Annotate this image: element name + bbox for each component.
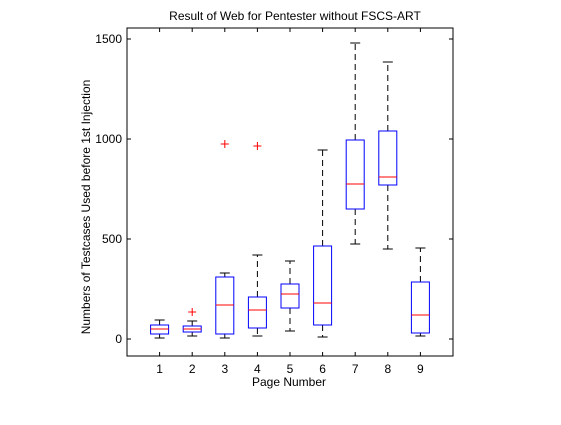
x-tick-label: 9 — [417, 362, 424, 376]
outlier-marker — [220, 140, 229, 148]
iqr-box — [280, 283, 300, 309]
plot-area: 0 500 1000 1500 1 2 3 4 5 6 7 8 9 — [95, 27, 454, 376]
y-axis-label: Numbers of Testcases Used before 1st Inj… — [79, 80, 93, 335]
outlier-marker — [188, 308, 197, 316]
y-tick-label: 1000 — [95, 132, 122, 146]
iqr-box — [345, 139, 365, 210]
x-axis-label: Page Number — [252, 375, 326, 389]
iqr-box — [410, 281, 430, 334]
outlier-marker — [253, 142, 262, 150]
iqr-box — [313, 245, 333, 326]
iqr-box — [247, 296, 267, 329]
y-tick-label: 1500 — [95, 32, 122, 46]
x-tick-label: 1 — [156, 362, 163, 376]
y-tick-label: 500 — [102, 232, 122, 246]
chart-title: Result of Web for Pentester without FSCS… — [169, 9, 421, 23]
y-tick-label: 0 — [115, 332, 122, 346]
axes-frame — [126, 27, 454, 357]
x-tick-label: 8 — [384, 362, 391, 376]
x-tick-label: 7 — [352, 362, 359, 376]
x-tick-label: 2 — [189, 362, 196, 376]
x-tick-label: 6 — [319, 362, 326, 376]
x-tick-label: 5 — [287, 362, 294, 376]
x-tick-label: 3 — [221, 362, 228, 376]
x-tick-label: 4 — [254, 362, 261, 376]
iqr-box — [378, 130, 398, 186]
